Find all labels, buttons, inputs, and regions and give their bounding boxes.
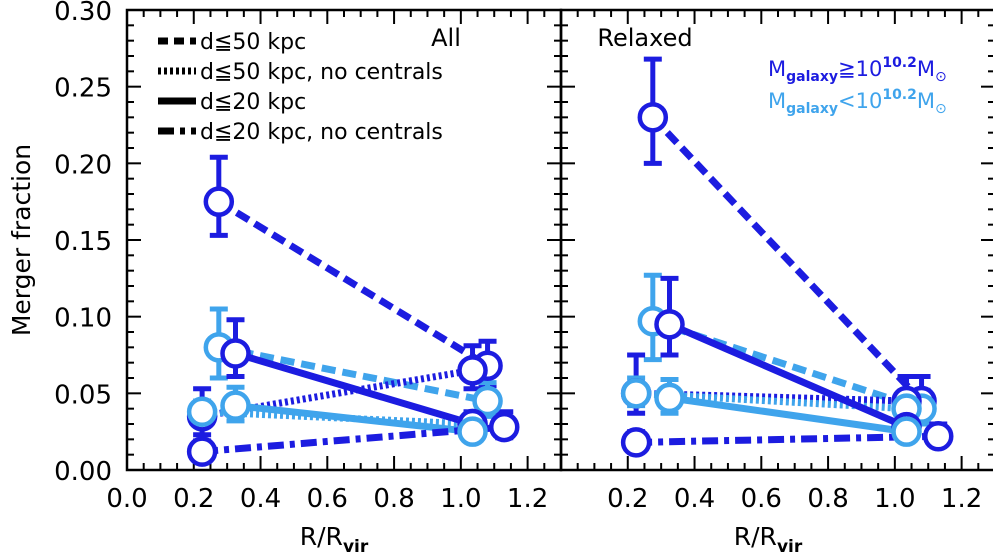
series-line-dashed <box>216 198 490 369</box>
series-line-dotted <box>201 366 474 420</box>
x-tick-label: 0.4 <box>674 484 715 514</box>
legend-label: d≦50 kpc, no centrals <box>200 60 443 85</box>
series-line-solid <box>668 321 908 431</box>
legend: d≦50 kpc d≦50 kpc, no centrals d≦20 kpc d≦2… <box>158 30 443 145</box>
y-tick-label: 0.20 <box>54 150 112 180</box>
y-tick-label: 0.25 <box>54 74 112 104</box>
data-point-marker <box>637 102 669 133</box>
data-point-marker <box>654 382 685 414</box>
data-point-marker <box>472 385 503 417</box>
series-line-solid <box>234 350 474 428</box>
panel-all: 0.0 0.2 0.4 0.6 0.8 1.0 1.2 R/Rvir All <box>106 8 563 557</box>
x-tick-label: 0.6 <box>307 484 348 514</box>
series-line-dashed <box>218 343 489 405</box>
x-tick-label: 0.2 <box>173 484 214 514</box>
x-axis-label: R/Rvir <box>734 522 803 556</box>
y-axis-label: Merger fraction <box>7 144 36 336</box>
data-point-marker <box>457 355 488 386</box>
legend-label: d≦20 kpc, no centrals <box>200 120 443 145</box>
x-tick-label: 0.8 <box>807 484 848 514</box>
data-point-marker <box>891 416 922 447</box>
data-point-marker <box>457 416 488 447</box>
y-tick-label: 0.10 <box>54 304 112 334</box>
x-axis-label: R/Rvir <box>300 522 369 556</box>
x-tick-label: 0.6 <box>741 484 782 514</box>
legend-label: d≦50 kpc <box>200 30 306 55</box>
series-line-solid <box>669 394 908 436</box>
x-tick-label: 0.8 <box>373 484 414 514</box>
x-tick-label: 1.2 <box>507 484 548 514</box>
data-point-marker <box>620 378 652 409</box>
legend-label: d≦20 kpc <box>200 90 306 115</box>
x-tick-label: 1.0 <box>440 484 481 514</box>
x-tick-label: 0.2 <box>607 484 648 514</box>
data-point-marker <box>220 390 251 421</box>
panel-title: All <box>431 24 461 52</box>
data-point-marker <box>220 338 251 369</box>
data-point-marker <box>203 186 235 217</box>
mass-legend-low: Mgalaxy<1010.2M⊙ <box>768 87 947 117</box>
data-point-marker <box>654 309 685 340</box>
y-tick-label: 0.05 <box>54 380 112 410</box>
panel-title: Relaxed <box>597 24 692 52</box>
y-tick-label: 0.00 <box>54 457 112 487</box>
x-tick-label: 0.4 <box>240 484 281 514</box>
y-tick-label: 0.15 <box>54 227 112 257</box>
x-tick-label: 0.0 <box>106 484 147 514</box>
x-tick-label: 1.0 <box>874 484 915 514</box>
data-point-marker <box>620 427 652 458</box>
data-point-marker <box>186 436 218 467</box>
series-line-dashed <box>650 114 925 404</box>
data-point-marker <box>186 396 218 427</box>
data-point-marker <box>922 421 954 452</box>
y-tick-label: 0.30 <box>54 0 112 27</box>
mass-legend-high: Mgalaxy≧1010.2M⊙ <box>768 55 947 85</box>
series-line-solid <box>235 402 473 436</box>
panel-relaxed: 0.2 0.4 0.6 0.8 1.0 1.2 R/Rvir Relaxed <box>559 8 993 557</box>
x-tick-label: 1.2 <box>941 484 982 514</box>
data-point-marker <box>488 411 520 443</box>
